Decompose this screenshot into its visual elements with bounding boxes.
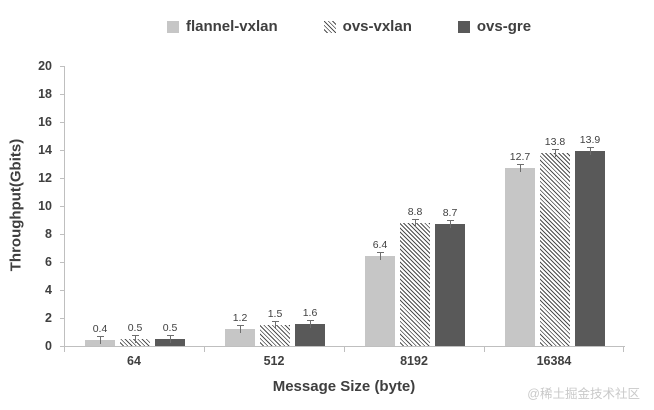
x-tick-label: 512	[204, 347, 344, 368]
error-bar	[306, 319, 314, 328]
error-bar	[551, 148, 559, 157]
bar-group-512: 1.2 1.5 1.6	[205, 66, 345, 346]
watermark: @稀土掘金技术社区	[527, 387, 640, 401]
bar-group-64: 0.4 0.5 0.5	[65, 66, 205, 346]
legend-item-ovs-vxlan: ovs-vxlan	[323, 18, 412, 35]
y-tick-mark	[60, 150, 64, 151]
bar-value-label: 8.7	[442, 207, 458, 220]
error-bar	[271, 321, 279, 329]
bar	[260, 325, 290, 346]
x-tick-label: 8192	[344, 347, 484, 368]
y-tick-mark	[60, 206, 64, 207]
legend-item-flannel-vxlan: flannel-vxlan	[166, 18, 278, 35]
bar-value-label: 12.7	[509, 151, 531, 164]
bar-ovs-gre-16384: 13.9	[575, 134, 605, 346]
bar-flannel-vxlan-8192: 6.4	[365, 239, 395, 346]
x-tick-label: 64	[64, 347, 204, 368]
bar-ovs-gre-512: 1.6	[295, 307, 325, 346]
bar-ovs-vxlan-512: 1.5	[260, 308, 290, 346]
legend-item-ovs-gre: ovs-gre	[457, 18, 532, 35]
y-tick-label: 0	[45, 339, 52, 353]
bar	[575, 151, 605, 346]
bar-value-label: 0.5	[127, 322, 143, 334]
error-bar	[376, 252, 384, 261]
y-tick-mark	[60, 66, 64, 67]
bar-flannel-vxlan-16384: 12.7	[505, 151, 535, 346]
bar	[435, 224, 465, 346]
bar-group-16384: 12.7 13.8 13.9	[485, 66, 625, 346]
y-tick-label: 16	[38, 115, 52, 129]
legend-swatch-ovs-vxlan	[323, 20, 336, 33]
y-tick-mark	[60, 318, 64, 319]
bar-value-label: 0.4	[92, 323, 108, 336]
y-tick-label: 4	[45, 283, 52, 297]
legend-swatch-flannel-vxlan	[166, 20, 179, 33]
legend-label: flannel-vxlan	[185, 18, 278, 35]
bar-ovs-vxlan-64: 0.5	[120, 322, 150, 346]
x-tick-label: 16384	[484, 347, 624, 368]
y-tick-mark	[60, 290, 64, 291]
bar-value-label: 13.9	[579, 134, 601, 147]
bar-ovs-gre-64: 0.5	[155, 322, 185, 346]
y-tick-label: 8	[45, 227, 52, 241]
bar	[505, 168, 535, 346]
y-tick-label: 6	[45, 255, 52, 269]
y-tick-label: 20	[38, 59, 52, 73]
bar	[295, 323, 325, 346]
x-axis: 64 512 8192 16384	[64, 347, 624, 368]
error-bar	[166, 335, 174, 343]
bar-group-8192: 6.4 8.8 8.7	[345, 66, 485, 346]
bar-flannel-vxlan-64: 0.4	[85, 323, 115, 346]
y-tick-label: 12	[38, 171, 52, 185]
y-tick-label: 10	[38, 199, 52, 213]
bar-ovs-gre-8192: 8.7	[435, 207, 465, 346]
legend-label: ovs-gre	[476, 18, 532, 35]
chart-legend: flannel-vxlan ovs-vxlan ovs-gre	[0, 18, 654, 35]
plot-area: 0.4 0.5 0.5 1.2 1.5 1.6 6.4 8.8 8.7 12.7 13.8 13.9	[64, 66, 625, 347]
y-tick-mark	[60, 122, 64, 123]
bar-ovs-vxlan-16384: 13.8	[540, 136, 570, 346]
legend-label: ovs-vxlan	[342, 18, 412, 35]
bar	[400, 222, 430, 346]
error-bar	[96, 336, 104, 345]
bar-value-label: 1.6	[302, 306, 318, 319]
y-tick-label: 14	[38, 143, 52, 157]
y-tick-mark	[60, 262, 64, 263]
y-tick-label: 18	[38, 87, 52, 101]
error-bar	[586, 147, 594, 156]
y-axis: 0 2 4 6 8 10 12 14 16 18 20	[0, 59, 64, 353]
bar-ovs-vxlan-8192: 8.8	[400, 206, 430, 346]
y-tick-mark	[60, 94, 64, 95]
y-tick-label: 2	[45, 311, 52, 325]
y-tick-mark	[60, 346, 64, 347]
bar-value-label: 13.8	[544, 135, 566, 148]
bar-value-label: 1.5	[267, 308, 283, 320]
y-tick-mark	[60, 234, 64, 235]
y-tick-mark	[60, 178, 64, 179]
x-axis-title: Message Size (byte)	[272, 378, 416, 395]
error-bar	[236, 325, 244, 334]
error-bar	[516, 164, 524, 173]
bar-value-label: 1.2	[232, 312, 248, 325]
bar-value-label: 0.5	[162, 322, 178, 334]
error-bar	[411, 218, 419, 227]
bar-flannel-vxlan-512: 1.2	[225, 312, 255, 346]
bar	[225, 329, 255, 346]
bar	[365, 256, 395, 346]
bar-value-label: 6.4	[372, 239, 388, 252]
legend-swatch-ovs-gre	[457, 20, 470, 33]
bar-value-label: 8.8	[407, 205, 423, 218]
error-bar	[446, 220, 454, 229]
bar	[540, 152, 570, 346]
error-bar	[131, 335, 139, 343]
